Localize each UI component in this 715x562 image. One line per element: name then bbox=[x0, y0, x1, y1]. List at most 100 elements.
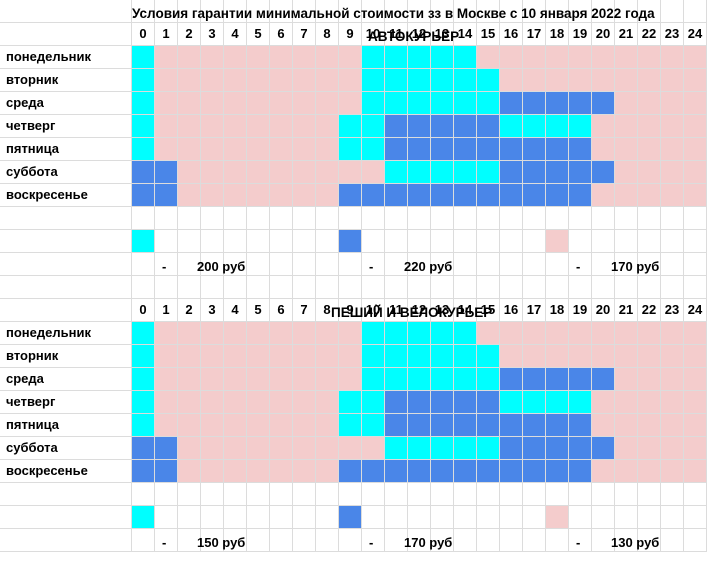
schedule-cell-blue bbox=[132, 460, 155, 483]
schedule-cell-pink bbox=[615, 161, 638, 184]
schedule-cell-pink bbox=[316, 414, 339, 437]
schedule-cell-pink bbox=[615, 184, 638, 207]
schedule-cell-blue bbox=[477, 460, 500, 483]
schedule-cell-pink bbox=[293, 138, 316, 161]
hour-header: 11 bbox=[385, 299, 408, 322]
schedule-cell-blue bbox=[523, 161, 546, 184]
schedule-cell-pink bbox=[615, 345, 638, 368]
schedule-cell-cyan bbox=[385, 161, 408, 184]
hour-header: 24 bbox=[684, 299, 707, 322]
schedule-cell-pink bbox=[684, 460, 707, 483]
schedule-cell-blue bbox=[523, 138, 546, 161]
schedule-cell-pink bbox=[638, 460, 661, 483]
empty-cell bbox=[638, 0, 661, 23]
schedule-cell-blue bbox=[500, 460, 523, 483]
empty-cell bbox=[385, 230, 408, 253]
hour-header: 23 bbox=[661, 23, 684, 46]
schedule-cell-pink bbox=[316, 46, 339, 69]
hour-header: 10 bbox=[362, 299, 385, 322]
schedule-cell-cyan bbox=[132, 414, 155, 437]
empty-cell bbox=[247, 0, 270, 23]
schedule-cell-blue bbox=[569, 161, 592, 184]
schedule-cell-cyan bbox=[477, 368, 500, 391]
schedule-cell-cyan bbox=[408, 345, 431, 368]
empty-cell bbox=[569, 0, 592, 23]
schedule-cell-cyan bbox=[454, 69, 477, 92]
schedule-cell-cyan bbox=[431, 345, 454, 368]
schedule-cell-pink bbox=[270, 460, 293, 483]
schedule-cell-blue bbox=[431, 414, 454, 437]
empty-cell bbox=[155, 506, 178, 529]
schedule-cell-pink bbox=[638, 345, 661, 368]
empty-cell bbox=[362, 483, 385, 506]
empty-cell bbox=[661, 529, 684, 552]
empty-cell bbox=[132, 483, 155, 506]
legend-dash: - bbox=[369, 535, 374, 550]
schedule-cell-blue bbox=[477, 115, 500, 138]
schedule-cell-pink bbox=[638, 368, 661, 391]
empty-cell bbox=[270, 253, 293, 276]
day-label: суббота bbox=[0, 161, 132, 184]
schedule-cell-blue bbox=[385, 414, 408, 437]
schedule-cell-pink bbox=[224, 161, 247, 184]
schedule-cell-pink bbox=[155, 345, 178, 368]
hour-header: 12 bbox=[408, 299, 431, 322]
schedule-cell-pink bbox=[615, 391, 638, 414]
schedule-cell-pink bbox=[270, 115, 293, 138]
legend-price-cyan: 150 руб bbox=[197, 535, 246, 550]
schedule-cell-blue bbox=[569, 460, 592, 483]
empty-cell bbox=[132, 207, 155, 230]
empty-cell bbox=[500, 0, 523, 23]
empty-cell bbox=[661, 207, 684, 230]
schedule-cell-cyan bbox=[385, 345, 408, 368]
empty-cell bbox=[201, 230, 224, 253]
empty-cell bbox=[201, 276, 224, 299]
empty-cell bbox=[132, 276, 155, 299]
empty-cell bbox=[201, 506, 224, 529]
empty-cell bbox=[408, 276, 431, 299]
empty-cell bbox=[293, 253, 316, 276]
empty-cell bbox=[224, 253, 247, 276]
schedule-cell-pink bbox=[684, 46, 707, 69]
day-label: четверг bbox=[0, 115, 132, 138]
empty-cell bbox=[270, 276, 293, 299]
empty-cell bbox=[0, 276, 132, 299]
hour-header: 15 bbox=[477, 299, 500, 322]
hour-header: 2 bbox=[178, 299, 201, 322]
schedule-cell-pink bbox=[178, 414, 201, 437]
empty-cell bbox=[408, 529, 431, 552]
schedule-cell-cyan bbox=[362, 414, 385, 437]
hour-header: 12 bbox=[408, 23, 431, 46]
schedule-cell-pink bbox=[684, 184, 707, 207]
schedule-cell-cyan bbox=[523, 115, 546, 138]
schedule-cell-blue bbox=[155, 184, 178, 207]
empty-cell bbox=[684, 0, 707, 23]
empty-cell bbox=[684, 506, 707, 529]
schedule-cell-cyan bbox=[385, 46, 408, 69]
schedule-cell-pink bbox=[293, 115, 316, 138]
schedule-cell-pink bbox=[569, 345, 592, 368]
schedule-cell-pink bbox=[293, 46, 316, 69]
schedule-cell-blue bbox=[454, 115, 477, 138]
schedule-cell-pink bbox=[178, 184, 201, 207]
schedule-cell-cyan bbox=[132, 391, 155, 414]
schedule-cell-blue bbox=[454, 391, 477, 414]
hour-header: 21 bbox=[615, 299, 638, 322]
schedule-cell-cyan bbox=[477, 161, 500, 184]
schedule-cell-blue bbox=[500, 184, 523, 207]
empty-cell bbox=[362, 529, 385, 552]
schedule-cell-cyan bbox=[408, 368, 431, 391]
schedule-cell-pink bbox=[684, 115, 707, 138]
schedule-cell-pink bbox=[178, 115, 201, 138]
schedule-cell-pink bbox=[316, 460, 339, 483]
schedule-cell-pink bbox=[270, 322, 293, 345]
schedule-cell-cyan bbox=[569, 391, 592, 414]
hour-header: 24 bbox=[684, 23, 707, 46]
legend-dash: - bbox=[576, 259, 581, 274]
hour-header: 22 bbox=[638, 23, 661, 46]
schedule-cell-blue bbox=[477, 184, 500, 207]
schedule-cell-pink bbox=[546, 46, 569, 69]
empty-cell bbox=[431, 506, 454, 529]
schedule-cell-pink bbox=[684, 92, 707, 115]
empty-cell bbox=[684, 207, 707, 230]
